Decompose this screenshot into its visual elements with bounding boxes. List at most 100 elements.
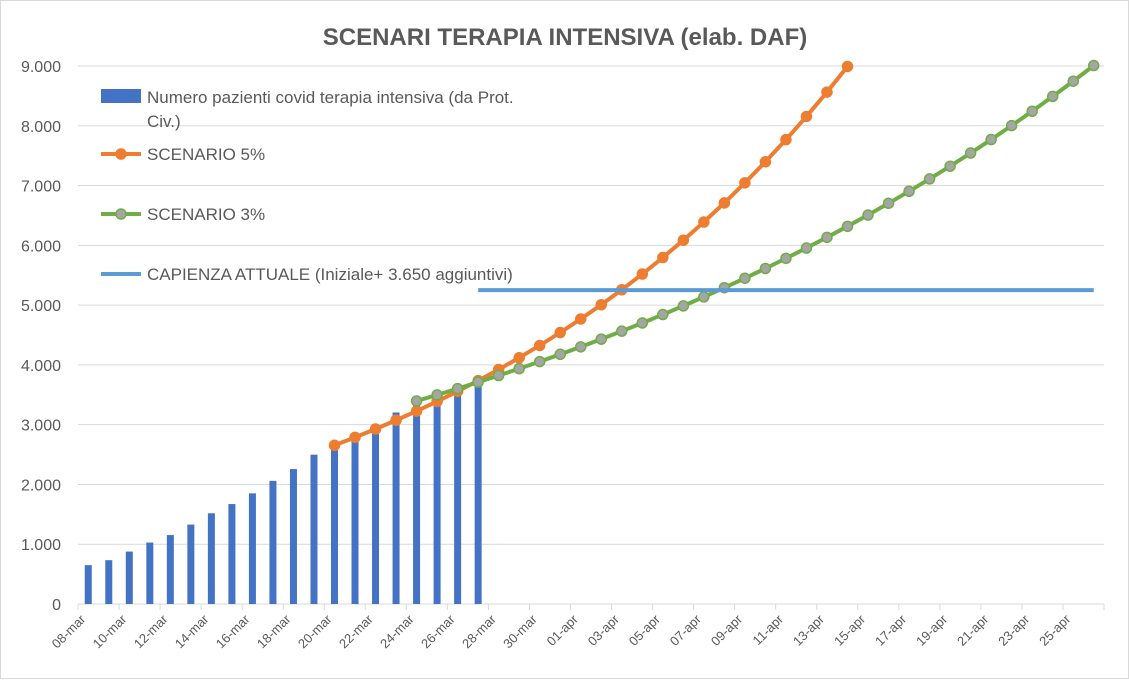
y-tick-label: 4.000 [21, 358, 61, 375]
bar [146, 542, 154, 604]
legend-label: SCENARIO 3% [147, 205, 265, 224]
legend-label: CAPIENZA ATTUALE (Iniziale+ 3.650 aggiun… [147, 265, 513, 284]
x-tick-label: 05-apr [626, 611, 664, 649]
series-marker [780, 252, 792, 265]
x-tick-label: 26-mar [418, 611, 458, 651]
bar [228, 504, 236, 604]
x-tick-label: 09-apr [708, 611, 746, 649]
series-marker [451, 382, 464, 395]
y-tick-label: 9.000 [21, 59, 61, 76]
series-marker [1067, 75, 1079, 87]
y-tick-label: 2.000 [21, 477, 61, 494]
bar [105, 560, 113, 604]
series-line [333, 65, 850, 448]
bar [413, 400, 421, 604]
series-marker [800, 110, 813, 123]
series-marker [677, 300, 690, 312]
bar [166, 535, 174, 604]
x-tick-label: 21-apr [954, 611, 992, 649]
bar [289, 469, 297, 604]
y-tick-label: 3.000 [21, 418, 61, 435]
bar [248, 493, 256, 604]
series-marker [698, 291, 710, 303]
bar [372, 424, 380, 604]
y-tick-label: 0 [52, 597, 61, 614]
x-tick-label: 12-mar [131, 611, 171, 651]
x-tick-label: 20-mar [295, 611, 335, 651]
series-marker [1087, 59, 1100, 72]
series-marker [431, 389, 443, 401]
series-marker [718, 197, 731, 209]
series-marker [349, 431, 361, 444]
x-tick-label: 18-mar [254, 611, 294, 651]
series-marker [841, 60, 854, 73]
series-marker [657, 251, 669, 264]
bar [125, 551, 133, 604]
y-tick-label: 8.000 [21, 119, 61, 136]
bar [392, 412, 400, 604]
series-marker [636, 268, 649, 280]
series-marker [800, 242, 813, 254]
series-marker [677, 234, 690, 246]
bar [310, 454, 318, 604]
bar [433, 395, 441, 604]
bar [207, 513, 215, 604]
series-marker [595, 333, 608, 345]
x-tick-label: 14-mar [172, 611, 212, 651]
legend-marker [115, 208, 127, 220]
series-marker [841, 220, 854, 233]
series-marker [554, 348, 566, 361]
x-tick-label: 10-mar [90, 611, 130, 651]
series-marker [944, 160, 956, 172]
series-marker [1005, 119, 1018, 132]
series-marker [554, 326, 566, 339]
series-marker [903, 185, 915, 198]
series-marker [410, 405, 423, 417]
series-marker [821, 231, 833, 244]
series-marker [574, 313, 587, 325]
legend-marker [115, 148, 127, 160]
series-marker [616, 325, 628, 337]
series-marker [821, 86, 833, 98]
y-tick-label: 1.000 [21, 537, 61, 554]
x-tick-label: 13-apr [790, 611, 828, 649]
series-marker [533, 339, 546, 352]
y-tick-label: 7.000 [21, 179, 61, 196]
series-marker [328, 439, 341, 452]
y-tick-label: 5.000 [21, 298, 61, 315]
bar [331, 445, 338, 604]
series-marker [882, 197, 895, 210]
x-tick-label: 30-mar [500, 611, 540, 651]
series-marker [574, 341, 587, 353]
series-marker [472, 376, 484, 388]
x-tick-label: 03-apr [585, 611, 623, 649]
series-marker [657, 308, 669, 321]
series-marker [1026, 105, 1038, 118]
x-tick-label: 01-apr [544, 611, 582, 649]
x-tick-label: 25-apr [1036, 611, 1074, 649]
series-marker [739, 177, 751, 189]
series-marker [739, 272, 751, 284]
y-tick-label: 6.000 [21, 238, 61, 255]
series-marker [698, 216, 710, 228]
series-marker [513, 362, 525, 375]
bar [474, 380, 482, 604]
series-marker [780, 133, 792, 146]
bar [269, 480, 277, 604]
series-marker [636, 317, 649, 329]
legend-label: Numero pazienti covid terapia intensiva … [147, 88, 514, 131]
series-marker [369, 423, 382, 435]
chart-title: SCENARI TERAPIA INTENSIVA (elab. DAF) [323, 24, 807, 51]
bar [187, 524, 195, 604]
x-tick-label: 16-mar [213, 611, 253, 651]
x-tick-label: 08-mar [49, 611, 89, 651]
x-tick-label: 24-mar [377, 611, 417, 651]
bar [454, 388, 462, 604]
x-tick-label: 19-apr [913, 611, 951, 649]
x-tick-label: 17-apr [872, 611, 910, 649]
series-marker [513, 352, 525, 364]
bar [84, 565, 92, 604]
series-marker [492, 369, 505, 382]
